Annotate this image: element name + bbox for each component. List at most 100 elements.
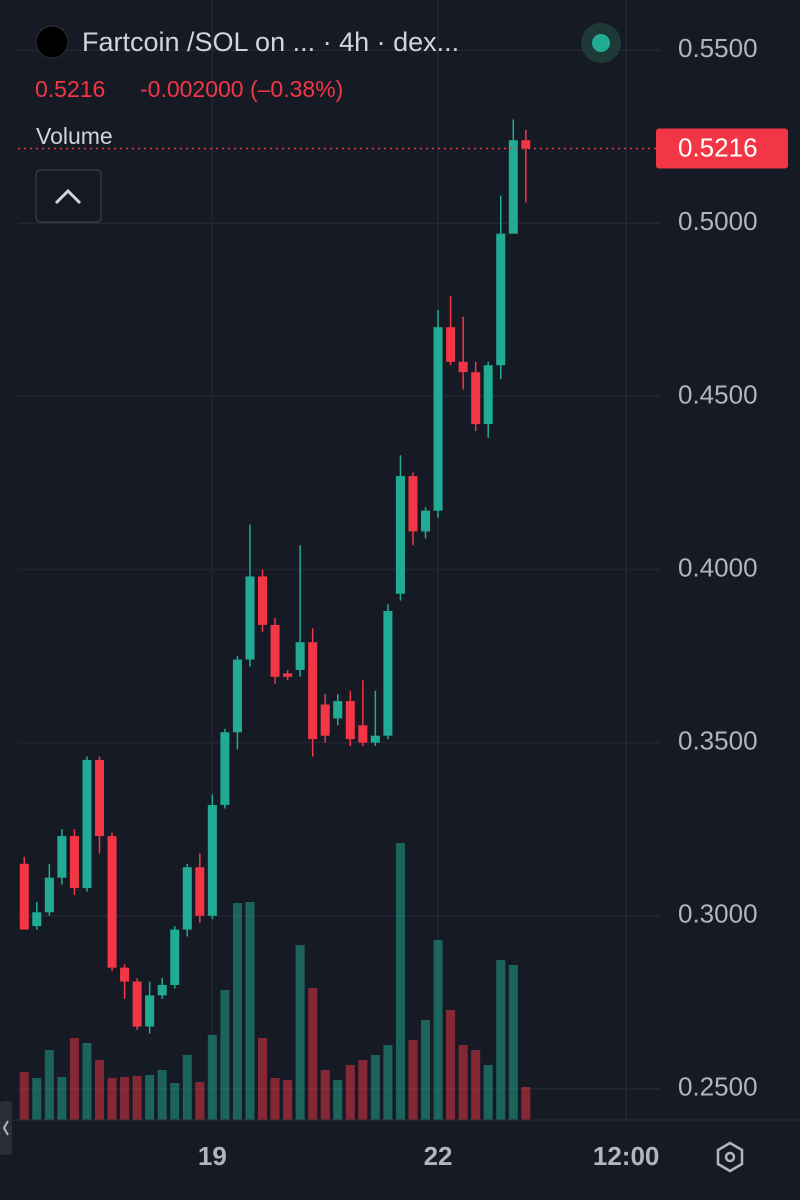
- volume-bar: [245, 902, 255, 1120]
- settings-icon[interactable]: [716, 1141, 744, 1173]
- settings-icon-center: [724, 1151, 736, 1163]
- collapse-button[interactable]: [35, 169, 102, 223]
- volume-bar: [496, 960, 506, 1120]
- volume-bar: [333, 1080, 343, 1120]
- candle-body: [195, 867, 205, 916]
- volume-bar: [207, 1035, 217, 1120]
- volume-bar: [521, 1087, 531, 1120]
- candle-body: [508, 140, 518, 234]
- volume-bar: [132, 1076, 142, 1120]
- volume-bar: [446, 1010, 456, 1120]
- candle-body: [207, 804, 217, 916]
- status-dot: [592, 34, 610, 52]
- volume-bar: [458, 1045, 468, 1120]
- y-tick-label: 0.5500: [678, 33, 758, 63]
- y-tick-label: 0.4000: [678, 552, 758, 582]
- candle-body: [182, 867, 192, 930]
- candle-body: [370, 735, 380, 743]
- chart-title: Fartcoin /SOL on ... · 4h · dex...: [82, 27, 459, 57]
- volume-bar: [483, 1065, 493, 1120]
- volume-bar: [370, 1055, 380, 1120]
- side-tab[interactable]: [0, 1101, 12, 1155]
- volume-bar: [471, 1050, 481, 1120]
- volume-layer: [19, 843, 531, 1120]
- x-tick-label: 22: [424, 1141, 453, 1171]
- volume-bar: [44, 1050, 54, 1120]
- candle-body: [320, 704, 330, 736]
- volume-legend: Volume: [36, 123, 113, 149]
- volume-bar: [408, 1040, 418, 1120]
- volume-bar: [421, 1020, 431, 1120]
- volume-bar: [107, 1078, 117, 1120]
- volume-bar: [257, 1038, 268, 1120]
- candle-body: [132, 981, 142, 1027]
- candle-body: [82, 759, 92, 889]
- candle-body: [345, 701, 355, 740]
- volume-bar: [508, 965, 518, 1120]
- volume-bar: [383, 1045, 393, 1120]
- volume-bar: [57, 1077, 67, 1120]
- y-tick-label: 0.5000: [678, 206, 758, 236]
- x-tick-label: 12:00: [593, 1141, 660, 1171]
- volume-bar: [220, 990, 230, 1120]
- candle-body: [107, 836, 117, 968]
- candle-body: [471, 372, 481, 425]
- volume-bar: [145, 1075, 155, 1120]
- volume-bar: [69, 1038, 79, 1120]
- candle-body: [270, 624, 280, 677]
- candle-body: [257, 576, 268, 625]
- volume-bar: [182, 1055, 192, 1120]
- volume-bar: [283, 1080, 293, 1120]
- candle-body: [458, 361, 468, 373]
- candle-body: [433, 327, 443, 511]
- y-tick-label: 0.3500: [678, 726, 758, 756]
- candle-body: [69, 836, 79, 889]
- candle-body: [232, 659, 242, 733]
- volume-bar: [295, 945, 305, 1120]
- volume-bar: [358, 1060, 368, 1120]
- coin-logo: [35, 25, 69, 59]
- candle-body: [446, 327, 456, 362]
- grid: [18, 0, 660, 1120]
- volume-bar: [195, 1082, 205, 1120]
- chevron-up: [54, 188, 82, 205]
- y-tick-label: 0.4500: [678, 379, 758, 409]
- last-price-label: 0.5216: [678, 132, 758, 162]
- candle-body: [145, 995, 155, 1027]
- candle-body: [496, 233, 506, 366]
- candle-body: [308, 642, 318, 740]
- candle-body: [157, 984, 167, 996]
- volume-bar: [32, 1078, 42, 1120]
- candle-body: [120, 967, 130, 982]
- volume-bar: [320, 1070, 330, 1120]
- candle-body: [170, 929, 180, 985]
- candle-body: [333, 701, 343, 719]
- candle-body: [521, 140, 531, 149]
- volume-bar: [82, 1043, 92, 1120]
- candle-body: [295, 642, 305, 670]
- volume-bar: [170, 1083, 180, 1120]
- candle-body: [383, 611, 393, 736]
- candle-body: [94, 759, 105, 837]
- x-axis-mask: [660, 1130, 700, 1190]
- volume-bar: [270, 1078, 280, 1120]
- axes: 0.2500 0.3000 0.3500 0.4000 0.4500 0.5000 0.55…: [0, 33, 800, 1190]
- side-arrow: [2, 1120, 9, 1136]
- volume-bar: [157, 1070, 167, 1120]
- volume-bar: [345, 1065, 355, 1120]
- header-price: 0.5216: [35, 76, 105, 102]
- y-tick-label: 0.2500: [678, 1072, 758, 1102]
- candle-body: [283, 673, 293, 677]
- volume-bar: [19, 1072, 29, 1120]
- candle-body: [57, 836, 67, 878]
- y-tick-label: 0.3000: [678, 899, 758, 929]
- candle-body: [395, 476, 405, 594]
- candle-body: [245, 576, 255, 660]
- candle-body: [358, 725, 368, 743]
- candle-body: [44, 877, 54, 913]
- candle-body: [483, 365, 493, 425]
- candle-body: [19, 863, 29, 930]
- candle-body: [408, 476, 418, 532]
